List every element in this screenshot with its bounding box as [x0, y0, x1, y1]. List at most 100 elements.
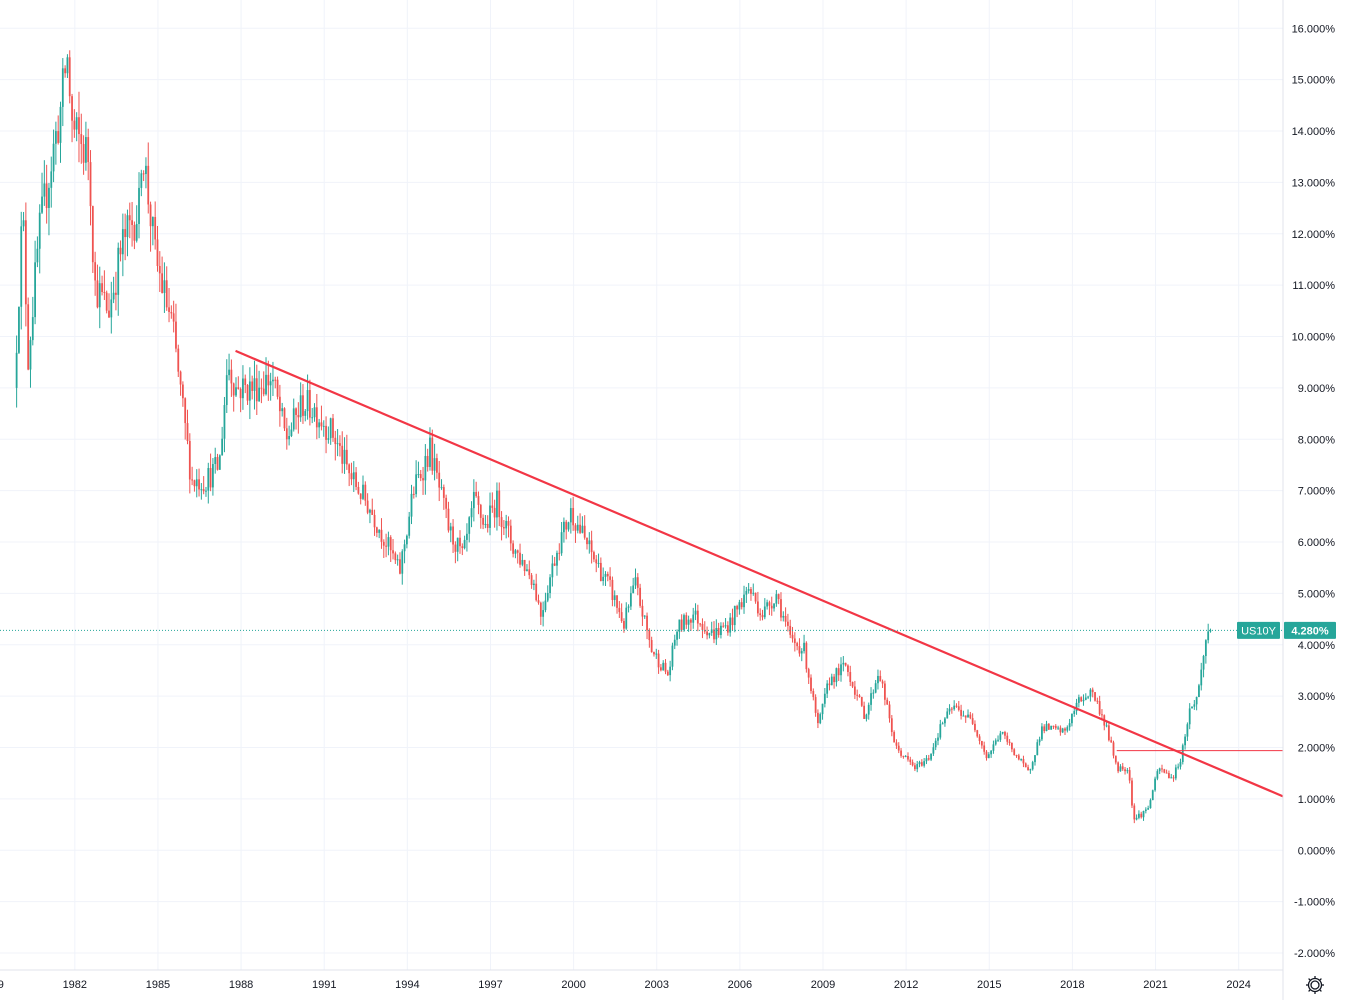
time-axis[interactable]: 1979 1982 1985 1988 1991 1994 1997 2000 2003 2006… — [0, 979, 1251, 991]
candle-body — [985, 751, 988, 759]
candle-body — [1008, 741, 1011, 743]
candle-body — [950, 708, 953, 710]
candle-body — [560, 532, 563, 554]
candle-body — [168, 307, 170, 312]
candle-body — [1133, 805, 1136, 820]
candle-body — [523, 559, 526, 572]
gear-icon[interactable] — [1300, 970, 1330, 1000]
candle-body — [105, 292, 108, 311]
candle-body — [1165, 772, 1168, 774]
candle-body — [424, 455, 427, 481]
candle-body — [886, 699, 889, 705]
candle-body — [960, 709, 962, 716]
last-value-badge — [1284, 621, 1336, 639]
candle-body — [170, 311, 173, 314]
candle-body — [609, 576, 611, 580]
candle-body — [773, 603, 775, 609]
candle-body — [126, 215, 129, 238]
candle-body — [103, 291, 106, 293]
candle-body — [953, 705, 956, 710]
candle-body — [544, 600, 547, 611]
candle-body — [433, 458, 436, 471]
candle-body — [1068, 723, 1071, 728]
candle-body — [733, 605, 736, 626]
candle-body — [1174, 767, 1177, 779]
candle-body — [357, 486, 360, 494]
candle-body — [761, 615, 764, 618]
candle-body — [597, 562, 600, 564]
candle-body — [590, 540, 593, 553]
candle-body — [521, 559, 524, 565]
candle-body — [1147, 808, 1150, 810]
candle-body — [897, 745, 900, 751]
candle-body — [558, 552, 561, 554]
candle-body — [115, 292, 117, 295]
candle-body — [1082, 699, 1085, 702]
candle-body — [239, 388, 242, 399]
candle-body — [96, 280, 99, 308]
candle-body — [352, 472, 355, 480]
candle-body — [61, 68, 64, 107]
price-axis[interactable]: 16.000% 15.000% 14.000% 13.000% 12.000% 11.00… — [1292, 23, 1336, 960]
candle-body — [472, 491, 475, 509]
candle-body — [766, 602, 769, 607]
candle-body — [775, 594, 778, 604]
candle-body — [237, 387, 240, 389]
candle-body — [258, 387, 260, 402]
candle-body — [881, 681, 884, 684]
candle-body — [128, 215, 131, 221]
candle-body — [636, 577, 639, 588]
candle-body — [1036, 742, 1039, 756]
candle-body — [798, 646, 801, 654]
candle-body — [1179, 762, 1182, 767]
candle-body — [1061, 728, 1064, 733]
candle-body — [551, 563, 554, 578]
y-tick-label: 10.000% — [1292, 332, 1336, 344]
candle-body — [207, 468, 210, 491]
candle-body — [382, 541, 385, 546]
symbol-label: US10Y — [1241, 625, 1277, 637]
candle-body — [1140, 813, 1143, 818]
candle-body — [1191, 706, 1193, 709]
candle-body — [1107, 725, 1110, 741]
candle-body — [281, 408, 284, 412]
candle-body — [470, 508, 473, 518]
candle-body — [1054, 725, 1057, 729]
candle-body — [216, 457, 219, 470]
candle-body — [1177, 766, 1180, 768]
candle-body — [976, 730, 979, 737]
candle-body — [154, 217, 157, 240]
candle-body — [304, 411, 307, 416]
candle-body — [964, 715, 967, 718]
candle-body — [477, 496, 480, 505]
y-tick-label: 12.000% — [1292, 229, 1336, 241]
candle-body — [410, 493, 413, 517]
drawing-tools-layer[interactable] — [0, 349, 1284, 798]
candle-body — [1204, 640, 1207, 657]
candle-body — [911, 762, 914, 766]
candle-body — [500, 517, 503, 528]
candle-body — [870, 693, 872, 705]
candle-body — [385, 545, 388, 547]
candle-body — [992, 744, 995, 751]
candle-body — [512, 543, 515, 554]
candle-body — [599, 562, 602, 582]
candle-body — [1105, 725, 1108, 727]
candle-body — [978, 736, 981, 741]
candle-body — [646, 615, 648, 631]
candle-body — [491, 505, 494, 508]
candle-body — [1031, 762, 1034, 770]
candle-body — [135, 224, 138, 241]
candle-body — [244, 378, 247, 386]
x-tick-label: 2015 — [977, 979, 1001, 991]
candle-body — [348, 464, 351, 474]
candle-body — [221, 438, 224, 456]
candle-body — [94, 262, 97, 281]
candle-body — [18, 306, 20, 353]
candle-body — [934, 740, 937, 748]
candle-body — [1015, 755, 1018, 757]
candle-body — [932, 747, 935, 754]
candle-body — [1071, 713, 1073, 724]
candle-body — [625, 607, 628, 629]
